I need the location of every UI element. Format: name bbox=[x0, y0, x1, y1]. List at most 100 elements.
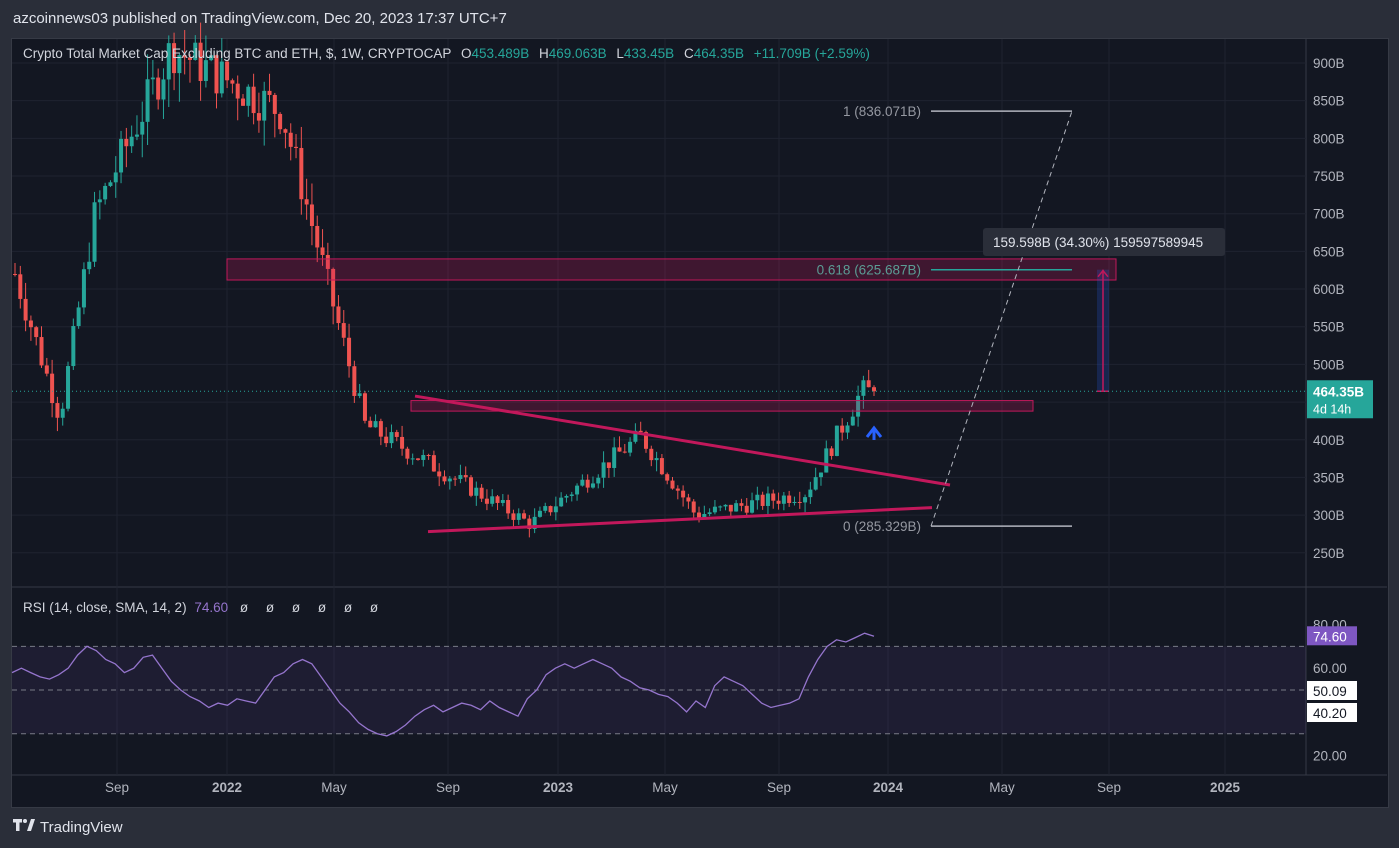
fib-trend-dashed[interactable] bbox=[930, 111, 1073, 527]
candle-body bbox=[516, 513, 521, 520]
candle-body bbox=[712, 506, 717, 513]
candle-body bbox=[808, 489, 813, 498]
countdown-label: 4d 14h bbox=[1313, 402, 1351, 416]
chart-frame[interactable] bbox=[11, 38, 1389, 808]
measure-label: 159.598B (34.30%) 159597589945 bbox=[993, 235, 1203, 250]
candle-body bbox=[606, 462, 611, 468]
candle-body bbox=[781, 495, 786, 504]
rsi-legend[interactable]: RSI (14, close, SMA, 14, 2) 74.60 ø ø ø … bbox=[23, 600, 385, 615]
candle-body bbox=[590, 483, 595, 488]
candle-body bbox=[760, 494, 765, 506]
candle-body bbox=[309, 204, 314, 226]
measure-label-box bbox=[983, 228, 1225, 256]
candle-body bbox=[479, 487, 484, 499]
candle-body bbox=[702, 514, 707, 519]
x-tick-label: 2025 bbox=[1210, 780, 1241, 795]
rsi-low-badge bbox=[1307, 703, 1357, 722]
candle-body bbox=[617, 447, 622, 452]
fib-label: 0 (285.329B) bbox=[843, 519, 921, 534]
candle-body bbox=[601, 462, 606, 478]
candle-body bbox=[156, 77, 161, 100]
candle-body bbox=[140, 121, 145, 135]
last-price-label: 464.35B bbox=[1313, 384, 1364, 399]
candle-body bbox=[193, 42, 198, 60]
ascending-trendline[interactable] bbox=[427, 506, 933, 534]
candle-body bbox=[113, 172, 118, 183]
candle-body bbox=[850, 416, 855, 426]
candle-body bbox=[352, 366, 357, 396]
x-tick-label: Sep bbox=[105, 780, 129, 795]
candle-body bbox=[172, 43, 177, 74]
candle-body bbox=[60, 408, 65, 418]
candle-body bbox=[18, 274, 23, 299]
low-label: L bbox=[616, 46, 624, 61]
y-tick-label: 750B bbox=[1313, 169, 1345, 184]
top-bar: azcoinnews03 published on TradingView.co… bbox=[0, 0, 1399, 38]
candle-body bbox=[765, 493, 770, 506]
candle-body bbox=[813, 477, 818, 490]
candle-body bbox=[638, 430, 643, 433]
y-tick-label: 700B bbox=[1313, 207, 1345, 222]
symbol-legend[interactable]: Crypto Total Market Cap Excluding BTC an… bbox=[23, 46, 870, 61]
open-label: O bbox=[460, 46, 472, 61]
up-arrow-icon[interactable] bbox=[865, 425, 883, 438]
candle-body bbox=[203, 60, 208, 81]
candle-body bbox=[707, 512, 712, 515]
change-value: +11.709B (+2.59%) bbox=[753, 46, 870, 61]
candle-body bbox=[580, 479, 585, 486]
tradingview-brand: TradingView bbox=[40, 818, 123, 836]
y-tick-label: 250B bbox=[1313, 546, 1345, 561]
open-value: 453.489B bbox=[471, 46, 530, 61]
candle-body bbox=[315, 225, 320, 248]
candle-body bbox=[824, 448, 829, 473]
candle-body bbox=[320, 247, 325, 255]
last-price-badge bbox=[1307, 380, 1373, 419]
publisher-line: azcoinnews03 published on TradingView.co… bbox=[13, 10, 507, 27]
candle-body bbox=[214, 55, 219, 94]
candle-body bbox=[421, 455, 426, 460]
rsi-line[interactable] bbox=[11, 632, 875, 737]
candle-body bbox=[331, 268, 336, 307]
rsi-sma-label: 50.09 bbox=[1313, 684, 1347, 699]
candle-body bbox=[103, 185, 108, 200]
candle-body bbox=[283, 129, 288, 133]
resistance-zone-upper[interactable] bbox=[226, 258, 1117, 281]
breakout-zone[interactable] bbox=[410, 400, 1034, 412]
candle-body bbox=[490, 496, 495, 504]
low-value: 433.45B bbox=[623, 46, 675, 61]
descending-trendline[interactable] bbox=[414, 394, 951, 487]
candle-body bbox=[431, 455, 436, 472]
candle-body bbox=[272, 94, 277, 114]
candle-body bbox=[219, 61, 224, 94]
candle-body bbox=[861, 380, 866, 396]
x-tick-label: May bbox=[652, 780, 678, 795]
candle-body bbox=[145, 79, 150, 122]
candle-body bbox=[23, 298, 28, 321]
x-tick-label: 2024 bbox=[873, 780, 904, 795]
candle-body bbox=[856, 395, 861, 417]
candle-body bbox=[537, 510, 542, 517]
candle-body bbox=[347, 337, 352, 367]
candle-body bbox=[670, 480, 675, 489]
candle-body bbox=[750, 500, 755, 513]
candle-body bbox=[484, 498, 489, 504]
candle-body bbox=[654, 458, 659, 461]
y-tick-label: 850B bbox=[1313, 94, 1345, 109]
candle-body bbox=[744, 505, 749, 513]
candle-body bbox=[262, 90, 267, 121]
candle-body bbox=[575, 485, 580, 495]
candle-body bbox=[336, 306, 341, 324]
x-tick-label: May bbox=[321, 780, 347, 795]
candle-body bbox=[13, 273, 17, 275]
candle-body bbox=[628, 441, 633, 453]
candle-body bbox=[511, 513, 516, 520]
candle-body bbox=[415, 458, 420, 460]
candle-body bbox=[442, 476, 447, 482]
candle-body bbox=[187, 57, 192, 60]
tradingview-logo[interactable]: TradingView bbox=[13, 818, 123, 836]
candle-body bbox=[495, 496, 500, 503]
candle-body bbox=[251, 86, 256, 114]
candle-body bbox=[500, 500, 505, 503]
candle-body bbox=[230, 80, 235, 84]
